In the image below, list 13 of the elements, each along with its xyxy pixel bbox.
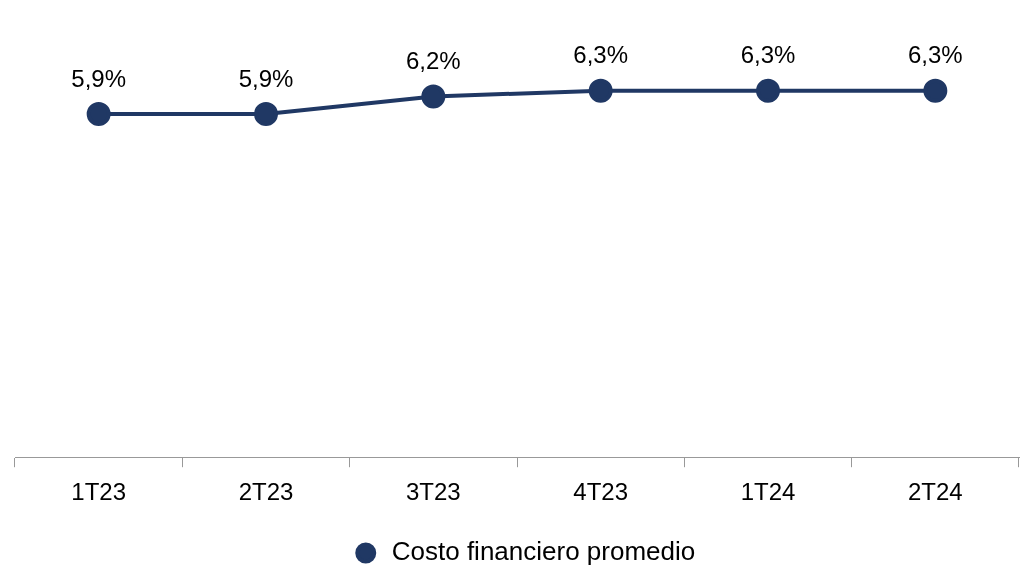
x-tick-label: 1T24 (740, 478, 796, 506)
x-tick-label: 2T23 (238, 478, 294, 506)
data-label: 6,3% (907, 41, 963, 69)
data-label: 6,3% (740, 41, 796, 69)
data-label: 6,2% (405, 47, 461, 75)
data-label: 5,9% (238, 64, 294, 92)
x-tick-label: 2T24 (907, 478, 963, 506)
data-label: 5,9% (71, 64, 127, 92)
legend-label: Costo financiero promedio (391, 536, 696, 567)
x-tick-label: 1T23 (71, 478, 127, 506)
data-label: 6,3% (573, 41, 629, 69)
x-tick-label: 4T23 (573, 478, 629, 506)
x-tick-label: 3T23 (405, 478, 461, 506)
